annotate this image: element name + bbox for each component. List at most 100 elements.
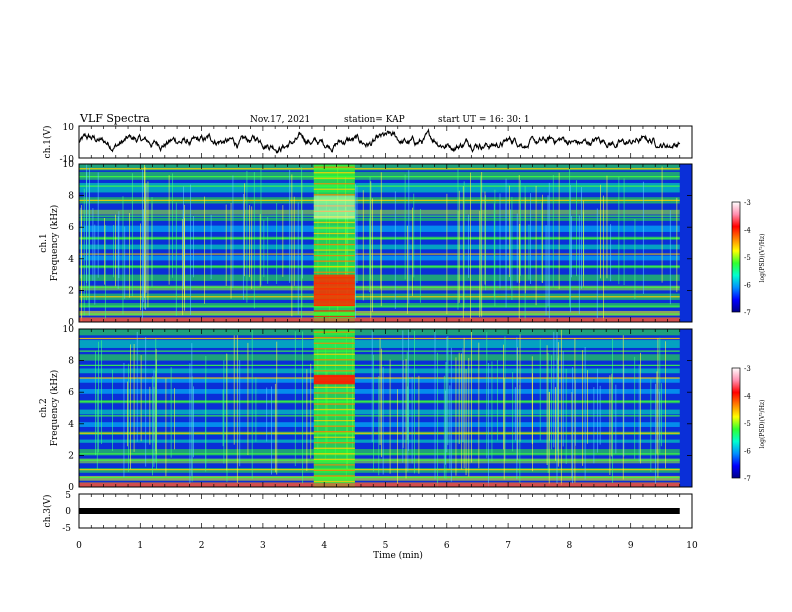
frequency-tick-label: 10 (63, 325, 75, 335)
ch1-colorbar-scale (731, 201, 741, 313)
frequency-tick-label: 6 (68, 223, 74, 233)
ch2-colorbar-scale (731, 367, 741, 479)
date-label: Nov.17, 2021 (250, 115, 310, 125)
time-tick-label: 8 (567, 541, 573, 551)
frequency-tick-label: 2 (68, 286, 74, 296)
ch1-spectrogram-panel: 0 2 4 6 8 10 ch.1 Frequency (kHz) (39, 160, 693, 328)
frequency-tick-label: 10 (63, 160, 75, 170)
ch2-spectrogram-panel: 0 2 4 6 8 10 ch.2 Frequency (kHz) (39, 325, 693, 493)
ch1-spectrogram-ticks (78, 164, 693, 322)
burst-region (313, 329, 355, 487)
ch2-channel-label: ch.2 (39, 398, 49, 417)
frequency-band (79, 354, 680, 361)
frequency-band (79, 209, 680, 215)
ch1-waveform-trace (78, 128, 681, 154)
ch3-waveform-panel: 5 0 -5 ch.3(V) 0 1 2 3 4 5 6 7 8 9 10 Time (min) (42, 491, 698, 561)
ch2-colorbar: -3 -4 -5 -6 -7 log(PSD)(V²/Hz) (731, 365, 766, 483)
colorbar-tick-label: -4 (744, 393, 751, 401)
time-tick-label: 1 (137, 541, 143, 551)
ch2-colorbar-label: log(PSD)(V²/Hz) (759, 400, 766, 449)
colorbar-tick-label: -3 (744, 365, 751, 373)
colorbar-tick-label: -4 (744, 227, 751, 235)
colorbar-tick-label: -6 (744, 282, 751, 290)
time-tick-label: 6 (444, 541, 450, 551)
time-tick-label: 0 (76, 541, 82, 551)
ch1-frequency-axis-label: Frequency (kHz) (49, 205, 60, 282)
frequency-band (79, 255, 680, 261)
frequency-band (79, 244, 680, 250)
frequency-band (79, 468, 680, 473)
ch2-frequency-tick-labels: 0 2 4 6 8 10 (63, 325, 692, 493)
frequency-band (79, 422, 680, 427)
frequency-band (79, 329, 680, 336)
time-tick-label: 3 (260, 541, 266, 551)
start-time-label: start UT = 16: 30: 1 (438, 115, 530, 125)
ch1-waveform-ticks (78, 126, 693, 158)
time-axis-label: Time (min) (373, 550, 423, 561)
frequency-tick-label: 0 (68, 483, 74, 493)
ch1-colorbar-tick-labels: -3 -4 -5 -6 -7 (744, 199, 751, 317)
frequency-tick-label: 6 (68, 388, 74, 398)
colorbar-tick-label: -5 (744, 254, 751, 262)
time-tick-label: 7 (505, 541, 511, 551)
frequency-band (79, 164, 680, 171)
time-tick-label: 9 (628, 541, 634, 551)
frequency-band (79, 274, 680, 281)
ch2-spectrogram-bands (79, 329, 680, 488)
frequency-tick-label: 2 (68, 451, 74, 461)
colorbar-tick-label: -7 (744, 309, 751, 317)
ch1-colorbar: -3 -4 -5 -6 -7 log(PSD)(V²/Hz) (731, 199, 766, 317)
frequency-band (79, 368, 680, 374)
frequency-band (79, 225, 680, 232)
colorbar-tick-label: -5 (744, 420, 751, 428)
burst-core (313, 374, 355, 385)
ch3-waveform-ticks (78, 494, 693, 528)
time-tick-label: 10 (686, 541, 698, 551)
frequency-tick-label: 4 (68, 255, 74, 265)
ch3-waveform-ylabel: ch.3(V) (42, 495, 53, 528)
time-tick-label: 2 (199, 541, 205, 551)
ch1-ytick-bottom: -10 (60, 155, 75, 165)
frequency-band (79, 217, 680, 221)
time-tick-label: 4 (321, 541, 327, 551)
ch2-spectrogram-ticks (78, 329, 693, 487)
ch2-colorbar-tick-labels: -3 -4 -5 -6 -7 (744, 365, 751, 483)
ch1-colorbar-label: log(PSD)(V²/Hz) (759, 234, 766, 283)
ch1-spectrogram-bands (79, 164, 680, 323)
frequency-band (79, 182, 680, 193)
frequency-band (79, 171, 680, 180)
colorbar-tick-label: -3 (744, 199, 751, 207)
ch1-frequency-tick-labels: 0 2 4 6 8 10 (63, 160, 692, 328)
frequency-band (79, 439, 680, 443)
ch3-ytick-top: 5 (65, 491, 71, 501)
frequency-band (79, 310, 680, 316)
frequency-band (79, 458, 680, 464)
station-label: station= KAP (344, 115, 405, 125)
frequency-tick-label: 4 (68, 420, 74, 430)
ch1-channel-label: ch.1 (39, 233, 49, 252)
ch2-frequency-axis-label: Frequency (kHz) (49, 370, 60, 447)
burst-core (313, 274, 355, 307)
figure-title: VLF Spectra (79, 112, 150, 125)
time-axis-tick-labels: 0 1 2 3 4 5 6 7 8 9 10 (76, 541, 698, 551)
colorbar-tick-label: -7 (744, 475, 751, 483)
frequency-band (79, 377, 680, 383)
frequency-tick-label: 8 (68, 357, 74, 367)
frequency-band (79, 449, 680, 456)
low-frequency-band (79, 483, 680, 487)
frequency-tick-label: 0 (68, 318, 74, 328)
low-frequency-band (79, 318, 680, 322)
frequency-band (79, 285, 680, 291)
frequency-band (79, 475, 680, 481)
colorbar-tick-label: -6 (744, 448, 751, 456)
ch1-ytick-top: 10 (63, 123, 75, 133)
ch1-waveform-ylabel: ch.1(V) (42, 126, 53, 159)
ch1-waveform-panel: 10 -10 ch.1(V) (42, 123, 693, 165)
frequency-tick-label: 8 (68, 192, 74, 202)
burst-gap (313, 195, 355, 220)
frequency-band (79, 389, 680, 394)
frequency-band (79, 340, 680, 348)
frequency-band (79, 303, 680, 308)
frequency-band (79, 409, 680, 415)
